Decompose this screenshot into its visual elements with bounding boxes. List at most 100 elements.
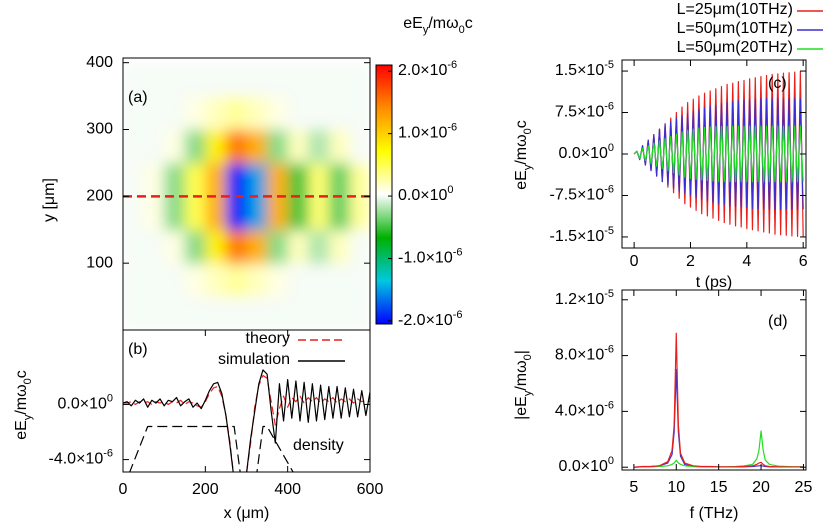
y-axis-label-part: |eE: [513, 396, 530, 420]
y-tick-label-part: 7.5×10: [555, 104, 604, 121]
colorbar-tick-label-part: 1.0×10: [398, 125, 447, 142]
x-tick-label: 200: [192, 481, 219, 498]
y-axis-label-part: eE: [513, 170, 530, 190]
y-tick-label-part: -5: [604, 225, 614, 237]
heat-cell: [328, 263, 350, 298]
y-tick-label-part: 8.0×10: [555, 347, 604, 364]
heat-cell: [164, 96, 186, 131]
heat-cell: [184, 263, 206, 298]
heat-cell: [225, 196, 247, 231]
y-tick-label: 400: [86, 54, 113, 71]
colorbar-tick-label: -2.0×10-6: [398, 309, 463, 329]
heat-cell: [287, 196, 309, 231]
series-annotation: density: [293, 437, 344, 454]
legend-label: L=50μm(10THz): [677, 20, 793, 37]
y-tick-label-part: -6: [604, 100, 614, 112]
series-line: [633, 71, 804, 237]
plot-area: [633, 332, 804, 468]
heat-cell: [164, 162, 186, 197]
y-tick-label: 7.5×10-6: [555, 100, 614, 120]
colorbar-title: eEy/mω0c: [403, 15, 472, 36]
heat-cell: [267, 196, 289, 231]
panel-label: (d): [768, 313, 788, 330]
heat-cell: [143, 229, 165, 264]
heat-cell: [143, 162, 165, 197]
heat-cell: [164, 62, 186, 97]
heat-cell: [164, 229, 186, 264]
colorbar-tick-label-part: -6: [447, 59, 457, 71]
heat-cell: [328, 296, 350, 330]
x-tick-label: 5: [629, 479, 638, 496]
y-tick-label: 1.5×10-5: [555, 59, 614, 79]
y-tick-label-part: -5: [604, 288, 614, 300]
series-line: [633, 332, 804, 468]
heat-cell: [184, 96, 206, 131]
y-tick-label-part: 0.0×10: [57, 396, 106, 413]
heat-cell: [123, 129, 145, 164]
x-tick-label: 600: [357, 481, 384, 498]
heat-cell: [308, 263, 330, 298]
colorbar-tick-label-part: 2.0×10: [398, 62, 447, 79]
legend-label: theory: [246, 330, 290, 347]
heat-cell: [205, 96, 227, 131]
heat-cell: [123, 162, 145, 197]
series-line: [129, 425, 294, 472]
y-tick-label: -1.5×10-5: [550, 225, 615, 245]
colorbar-title-part: /mω: [428, 15, 458, 32]
y-tick-label-part: 0: [608, 142, 614, 154]
heat-cell: [225, 96, 247, 131]
y-axis-label-part: 0: [522, 354, 534, 360]
colorbar-tick-label-part: -6: [453, 309, 463, 321]
heat-cell: [349, 96, 370, 131]
heat-cell: [349, 196, 370, 231]
colorbar-tick-label-part: -6: [453, 246, 463, 258]
x-tick-label: 10: [667, 479, 685, 496]
heat-cell: [287, 263, 309, 298]
heat-cell: [349, 229, 370, 264]
heat-cell: [123, 96, 145, 131]
y-axis-label-part: c: [513, 120, 530, 128]
heat-cell: [225, 229, 247, 264]
heat-cell: [349, 296, 370, 330]
y-axis-label-part: eE: [13, 420, 30, 440]
plot-frame: [621, 289, 807, 471]
heat-cell: [164, 196, 186, 231]
series-line: [123, 369, 370, 472]
heat-cell: [143, 62, 165, 97]
y-tick-label-part: -6: [103, 447, 113, 459]
y-axis-label-part: /mω: [13, 384, 30, 414]
y-axis-label-part: y: [522, 390, 534, 396]
heat-cell: [184, 129, 206, 164]
series-line: [633, 368, 804, 468]
legend-label: simulation: [218, 351, 290, 368]
y-axis-label: y [μm]: [41, 178, 58, 222]
heat-cell: [246, 96, 268, 131]
heat-cell: [184, 196, 206, 231]
y-axis-label: eEy/mω0c: [513, 120, 534, 189]
heat-cell: [267, 129, 289, 164]
y-tick-label-part: 0: [107, 392, 113, 404]
colorbar-title-part: c: [465, 15, 473, 32]
heat-cell: [328, 162, 350, 197]
y-tick-label-part: -6: [604, 343, 614, 355]
y-axis-label-part: y: [22, 414, 34, 420]
y-axis-label-part: /mω: [513, 360, 530, 390]
y-axis-label-part: /mω: [513, 134, 530, 164]
heat-cell: [164, 129, 186, 164]
heat-cell: [328, 196, 350, 231]
series-line: [633, 98, 804, 210]
heat-cell: [287, 296, 309, 330]
heat-cell: [308, 196, 330, 231]
heat-cell: [287, 162, 309, 197]
x-tick-label: 0: [119, 481, 128, 498]
heat-cell: [123, 229, 145, 264]
y-tick-label-part: -1.5×10: [550, 228, 605, 245]
heat-cell: [123, 196, 145, 231]
x-tick-label: 2: [686, 253, 695, 270]
colorbar-title-part: y: [423, 24, 429, 36]
colorbar-tick-label: 0.0×100: [398, 184, 454, 204]
x-tick-label: 20: [752, 479, 770, 496]
x-axis-label: f (THz): [690, 505, 739, 522]
colorbar-tick-label-part: 0: [447, 184, 453, 196]
heat-cell: [267, 62, 289, 97]
